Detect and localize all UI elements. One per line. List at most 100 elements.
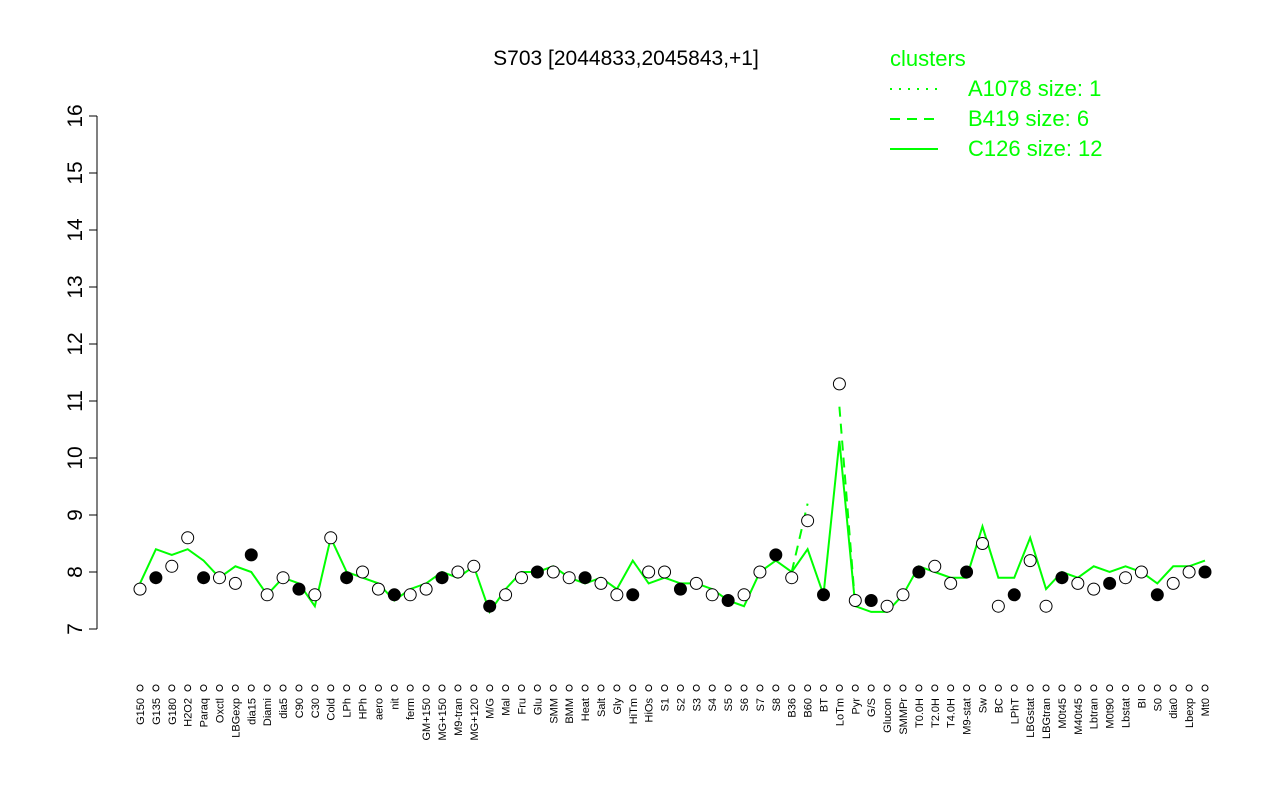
point xyxy=(1055,571,1069,585)
point xyxy=(451,565,465,579)
rug-point xyxy=(486,684,494,692)
rug-point xyxy=(645,684,653,692)
y-tick-label: 7 xyxy=(64,623,87,635)
x-tick-label: HiTm xyxy=(628,698,640,724)
x-tick-label: GM+150 xyxy=(421,698,433,741)
x-tick-label: G135 xyxy=(151,698,163,725)
x-tick-label: LBGexp xyxy=(230,698,242,738)
y-tick-label: 14 xyxy=(64,218,87,242)
x-tick-label: H2O2 xyxy=(183,698,195,727)
x-tick-label: nit xyxy=(389,698,401,710)
point xyxy=(975,537,989,550)
legend-label: C126 size: 12 xyxy=(968,136,1103,161)
point xyxy=(181,531,195,545)
x-tick-label: SMM xyxy=(548,698,560,724)
rug-point xyxy=(454,684,462,692)
rug-point xyxy=(200,684,208,692)
x-tick-label: dia15 xyxy=(246,698,258,725)
rug-point xyxy=(311,684,319,692)
legend-label: B419 size: 6 xyxy=(968,106,1089,131)
x-tick-label: LPhT xyxy=(1009,698,1021,725)
x-tick-label: dia0 xyxy=(1168,698,1180,719)
x-tick-label: G150 xyxy=(135,698,147,725)
point xyxy=(292,582,306,596)
x-tick-label: T0.0H xyxy=(914,698,926,728)
point xyxy=(1039,599,1053,613)
rug-point xyxy=(136,684,144,692)
rug-point xyxy=(327,684,335,692)
point xyxy=(228,576,242,590)
point xyxy=(149,571,163,585)
rug-point xyxy=(1153,684,1161,692)
point xyxy=(991,599,1005,613)
x-tick-label: Oxctl xyxy=(214,698,226,723)
x-tick-label: Heat xyxy=(580,698,592,721)
x-tick-label: Lbstat xyxy=(1121,698,1133,728)
point xyxy=(801,514,815,528)
rug-point xyxy=(549,684,557,692)
point xyxy=(896,588,910,602)
point xyxy=(1007,588,1021,602)
point xyxy=(705,588,719,602)
x-tick-label: C90 xyxy=(294,698,306,718)
point xyxy=(594,576,608,590)
point xyxy=(1134,565,1148,579)
point xyxy=(689,576,703,590)
x-tick-label: Paraq xyxy=(199,698,211,727)
x-tick-label: BMM xyxy=(564,698,576,724)
x-tick-label: M0t45 xyxy=(1057,698,1069,729)
x-tick-label: BT xyxy=(819,698,831,712)
point xyxy=(880,599,894,613)
rug-point xyxy=(359,684,367,692)
point xyxy=(499,588,513,602)
y-tick-label: 11 xyxy=(64,390,87,412)
point xyxy=(1023,554,1037,568)
rug-point xyxy=(1074,684,1082,692)
rug-point xyxy=(963,684,971,692)
point xyxy=(1182,565,1196,579)
rug-point xyxy=(899,684,907,692)
x-tick-label: S5 xyxy=(723,698,735,711)
x-tick-label: Sw xyxy=(977,698,989,713)
x-tick-label: M0t90 xyxy=(1105,698,1117,729)
point xyxy=(165,559,179,573)
rug-point xyxy=(247,684,255,692)
x-tick-label: S3 xyxy=(691,698,703,711)
y-tick-label: 13 xyxy=(64,275,87,298)
point xyxy=(562,571,576,585)
rug-point xyxy=(661,684,669,692)
rug-point xyxy=(724,684,732,692)
y-tick-label: 15 xyxy=(64,161,87,184)
x-tick-label: LBGtran xyxy=(1041,698,1053,739)
x-tick-label: M9-tran xyxy=(453,698,465,736)
x-tick-label: Mal xyxy=(501,698,513,716)
rug-point xyxy=(708,684,716,692)
point xyxy=(1166,576,1180,590)
x-tick-label: dia5 xyxy=(278,698,290,719)
rug-point xyxy=(883,684,891,692)
point xyxy=(832,377,846,391)
rug-point xyxy=(374,684,382,692)
x-tick-label: Salt xyxy=(596,698,608,717)
rug-point xyxy=(1169,684,1177,692)
rug-point xyxy=(978,684,986,692)
x-tick-label: Diami xyxy=(262,698,274,726)
point xyxy=(721,594,735,607)
point xyxy=(530,565,544,579)
point xyxy=(419,582,433,596)
rug-point xyxy=(390,684,398,692)
x-tick-label: MG+150 xyxy=(437,698,449,741)
x-tick-label: Fru xyxy=(516,698,528,715)
x-tick-label: Pyr xyxy=(850,698,862,715)
point xyxy=(928,559,942,573)
point xyxy=(308,588,322,602)
rug-point xyxy=(788,684,796,692)
x-tick-label: S6 xyxy=(739,698,751,711)
point xyxy=(356,565,370,579)
x-tick-label: BI xyxy=(1136,698,1148,708)
rug-point xyxy=(597,684,605,692)
x-tick-label: HPh xyxy=(358,698,370,719)
rug-point xyxy=(406,684,414,692)
rug-point xyxy=(835,684,843,692)
